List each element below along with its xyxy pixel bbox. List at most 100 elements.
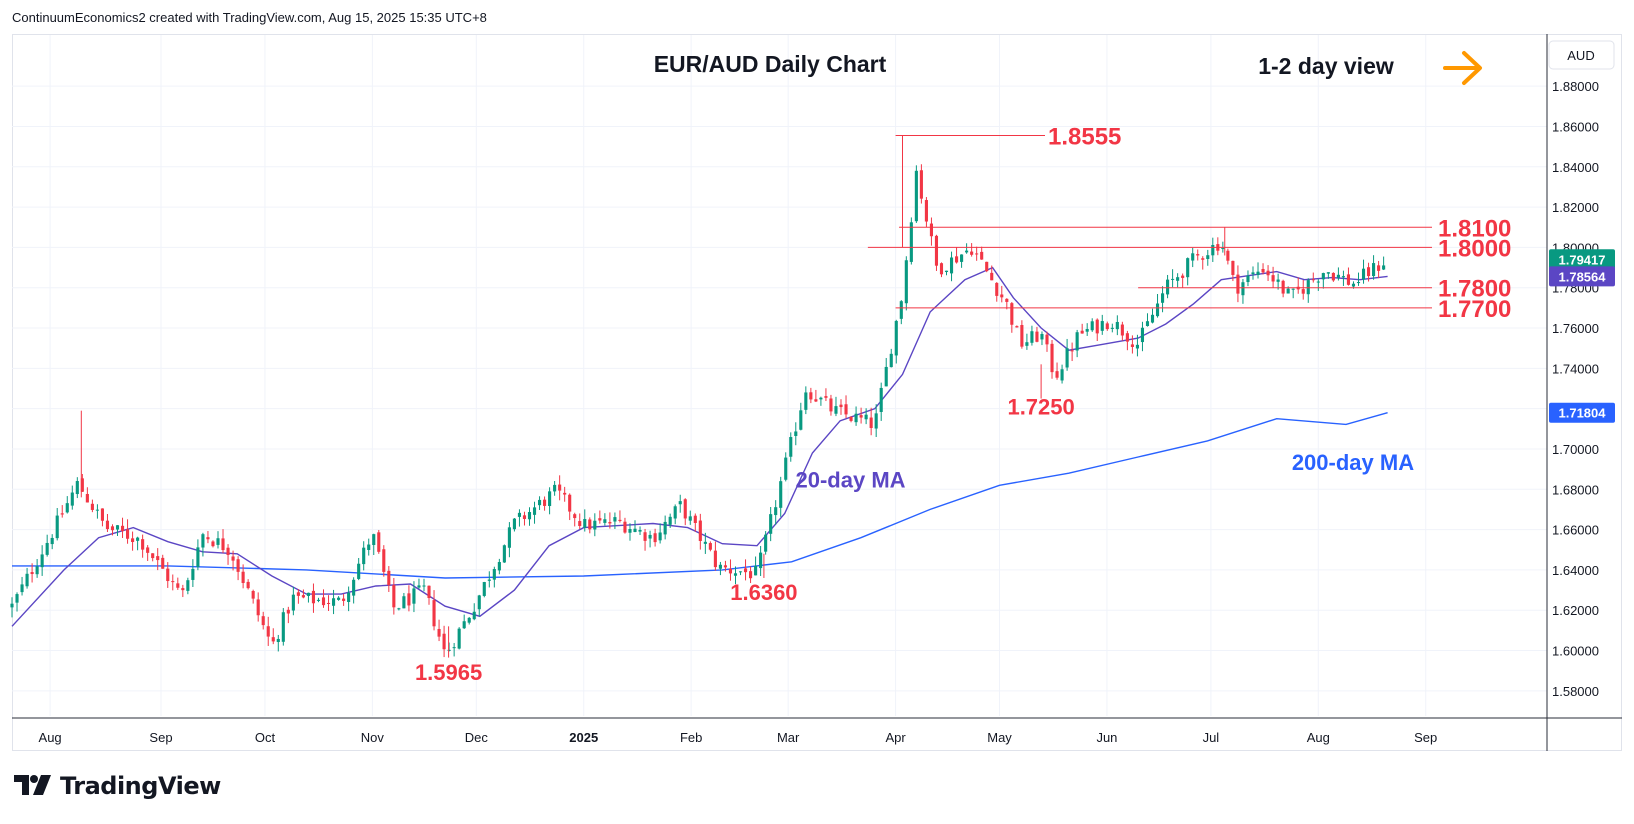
candle-body (553, 484, 557, 492)
candle-body (271, 637, 275, 642)
candle-body (914, 170, 918, 222)
candle-body (874, 413, 878, 429)
x-tick-label: Aug (39, 730, 62, 745)
candle-body (889, 353, 893, 368)
ma200-tag-text: 1.71804 (1559, 406, 1607, 421)
tradingview-logo[interactable]: TradingView (14, 772, 221, 800)
x-tick-label: Mar (777, 730, 800, 745)
candle-body (708, 543, 712, 550)
candle-body (1266, 270, 1270, 276)
candle-body (337, 597, 341, 600)
candle-body (40, 554, 44, 568)
candle-body (643, 532, 647, 541)
candle-body (211, 541, 215, 547)
candle-body (497, 562, 501, 571)
x-tick-label: Dec (465, 730, 489, 745)
candle-body (482, 582, 486, 596)
candle-body (35, 566, 39, 575)
candle-body (296, 592, 300, 596)
candle-body (492, 569, 496, 580)
level-label: 1.8555 (1048, 124, 1121, 151)
candle-body (1115, 321, 1119, 330)
candle-body (829, 398, 833, 412)
candle-body (427, 585, 431, 599)
candle-body (633, 528, 637, 533)
annotation-label: 200-day MA (1292, 450, 1414, 475)
candle-body (703, 541, 707, 544)
chart-title: EUR/AUD Daily Chart (654, 51, 887, 77)
candle-body (412, 588, 416, 604)
annotation-label: 1.7250 (1007, 395, 1074, 420)
x-tick-label: Jul (1203, 730, 1220, 745)
y-tick-label: 1.86000 (1552, 119, 1599, 134)
candle-body (377, 532, 381, 552)
candle-body (1105, 323, 1109, 330)
ma20-tag-box (1549, 266, 1615, 287)
candle-body (352, 579, 356, 596)
candle-body (166, 568, 170, 582)
candle-body (1100, 321, 1104, 331)
candle-body (191, 568, 195, 580)
candle-body (1080, 330, 1084, 334)
candle-body (955, 256, 959, 263)
x-tick-label: Jun (1096, 730, 1117, 745)
candle-body (1155, 303, 1160, 317)
candle-body (206, 537, 210, 540)
candle-body (1316, 281, 1320, 283)
candle-body (402, 596, 406, 609)
candle-body (648, 534, 652, 539)
candle-body (804, 392, 808, 410)
candle-body (628, 529, 632, 533)
candle-body (20, 584, 24, 593)
candle-body (1291, 288, 1295, 290)
candle-body (25, 573, 29, 587)
x-tick-label: Feb (680, 730, 702, 745)
candle-body (266, 626, 270, 637)
candle-body (864, 414, 868, 420)
candle-body (301, 595, 305, 598)
candle-body (201, 534, 205, 548)
candle-body (1045, 334, 1049, 345)
candle-body (517, 512, 522, 517)
currency-box[interactable]: AUD (1548, 40, 1615, 70)
candle-body (392, 585, 396, 608)
candle-body (457, 628, 461, 649)
candle-body (241, 571, 245, 584)
candle-body (849, 416, 853, 421)
candle-body (1015, 326, 1019, 328)
candle-body (221, 538, 225, 551)
candle-body (764, 534, 768, 552)
candle-body (608, 522, 612, 524)
candle-body (1065, 348, 1069, 368)
candle-body (1256, 271, 1260, 275)
candle-body (90, 503, 94, 510)
candle-body (1110, 327, 1114, 329)
candle-body (70, 492, 74, 506)
candle-body (1075, 332, 1079, 351)
candle-body (80, 478, 84, 492)
candle-body (236, 559, 240, 572)
candle-body (1150, 314, 1155, 323)
candle-body (1145, 321, 1150, 327)
candle-body (814, 399, 818, 402)
ma200-line (12, 412, 1388, 579)
y-tick-label: 1.70000 (1552, 442, 1599, 457)
y-tick-label: 1.82000 (1552, 200, 1599, 215)
last-price-tag-text: 1.79417 (1559, 252, 1606, 267)
last-price-tag-box (1549, 249, 1615, 270)
candle-body (126, 529, 130, 539)
candle-body (1251, 272, 1255, 275)
candle-body (85, 493, 89, 503)
candle-body (1206, 255, 1210, 259)
ma200-layer (12, 412, 1388, 579)
y-tick-label: 1.76000 (1552, 321, 1599, 336)
candle-body (1211, 244, 1215, 256)
candle-body (512, 518, 516, 530)
y-tick-label: 1.88000 (1552, 79, 1599, 94)
candle-body (196, 547, 200, 567)
candle-body (784, 457, 788, 480)
candle-body (452, 647, 456, 649)
level-label: 1.7700 (1438, 296, 1511, 323)
candle-body (1261, 268, 1265, 273)
